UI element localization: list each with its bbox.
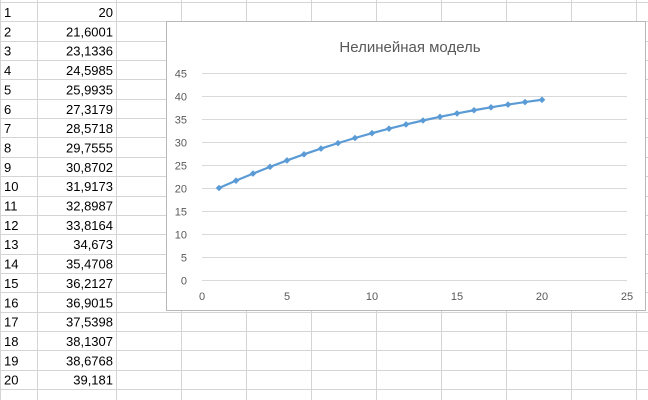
data-point bbox=[419, 117, 427, 124]
cell-value[interactable]: 31,9173 bbox=[66, 179, 113, 194]
row-number: 16 bbox=[4, 295, 18, 310]
cell-value[interactable]: 20 bbox=[99, 5, 113, 20]
cell-value[interactable]: 28,5718 bbox=[66, 121, 113, 136]
row-number: 1 bbox=[4, 5, 11, 20]
row-number: 15 bbox=[4, 276, 18, 291]
cell-value[interactable]: 32,8987 bbox=[66, 199, 113, 214]
row-number: 5 bbox=[4, 82, 11, 97]
chart-title: Нелинейная модель bbox=[339, 39, 480, 56]
row-number: 6 bbox=[4, 102, 11, 117]
data-point bbox=[453, 110, 461, 117]
data-point bbox=[538, 96, 546, 104]
cell-value[interactable]: 36,9015 bbox=[66, 295, 113, 310]
data-point bbox=[470, 106, 478, 114]
y-tick-label: 45 bbox=[175, 69, 187, 81]
x-tick-label: 0 bbox=[199, 291, 205, 303]
x-tick-label: 5 bbox=[284, 291, 290, 303]
row-number: 14 bbox=[4, 257, 18, 272]
cell-value[interactable]: 27,3179 bbox=[66, 102, 113, 117]
y-tick-label: 40 bbox=[175, 92, 187, 104]
row-number: 4 bbox=[4, 63, 11, 78]
row-number: 10 bbox=[4, 179, 18, 194]
cell-value[interactable]: 30,8702 bbox=[66, 160, 113, 175]
row-number: 13 bbox=[4, 237, 18, 252]
cell-value[interactable]: 29,7555 bbox=[66, 141, 113, 156]
cell-value[interactable]: 37,5398 bbox=[66, 315, 113, 330]
row-number: 12 bbox=[4, 218, 18, 233]
y-tick-label: 10 bbox=[175, 230, 187, 242]
cell-value[interactable]: 39,181 bbox=[73, 373, 113, 388]
y-tick-label: 15 bbox=[175, 207, 187, 219]
data-point bbox=[504, 101, 512, 108]
cell-value[interactable]: 24,5985 bbox=[66, 63, 113, 78]
y-tick-label: 30 bbox=[175, 138, 187, 150]
y-tick-label: 20 bbox=[175, 184, 187, 196]
cell-value[interactable]: 23,1336 bbox=[66, 44, 113, 59]
row-number: 8 bbox=[4, 141, 11, 156]
y-tick-label: 0 bbox=[181, 276, 187, 288]
x-tick-label: 10 bbox=[366, 291, 378, 303]
data-point bbox=[317, 145, 325, 152]
data-point bbox=[385, 125, 393, 132]
row-number: 18 bbox=[4, 334, 18, 349]
row-number: 9 bbox=[4, 160, 11, 175]
row-number: 3 bbox=[4, 44, 11, 59]
cell-value[interactable]: 38,6768 bbox=[66, 353, 113, 368]
data-point bbox=[334, 139, 342, 147]
row-number: 7 bbox=[4, 121, 11, 136]
data-point bbox=[283, 157, 291, 164]
row-number: 20 bbox=[4, 373, 18, 388]
data-point bbox=[521, 98, 529, 106]
cell-value[interactable]: 33,8164 bbox=[66, 218, 113, 233]
data-point bbox=[266, 163, 274, 171]
y-tick-label: 25 bbox=[175, 161, 187, 173]
row-number: 19 bbox=[4, 353, 18, 368]
data-point bbox=[249, 170, 257, 177]
row-number: 2 bbox=[4, 24, 11, 39]
cell-value[interactable]: 34,673 bbox=[73, 237, 113, 252]
data-point bbox=[402, 121, 410, 128]
scatter-chart: Нелинейная модель 0 5 10 15 20 25 30 35 40 45 0 5 10… bbox=[175, 39, 633, 303]
series-line bbox=[218, 98, 543, 190]
data-point bbox=[368, 129, 376, 137]
cell-value[interactable]: 21,6001 bbox=[66, 24, 113, 39]
cell-value[interactable]: 35,4708 bbox=[66, 257, 113, 272]
data-point bbox=[232, 177, 240, 184]
cell-value[interactable]: 25,9935 bbox=[66, 82, 113, 97]
x-tick-label: 15 bbox=[451, 291, 463, 303]
row-number: 17 bbox=[4, 315, 18, 330]
data-point bbox=[300, 151, 308, 158]
x-tick-label: 20 bbox=[536, 291, 548, 303]
cell-value[interactable]: 38,1307 bbox=[66, 334, 113, 349]
y-tick-label: 5 bbox=[181, 253, 187, 265]
y-tick-label: 35 bbox=[175, 115, 187, 127]
data-point bbox=[215, 184, 223, 192]
row-number: 11 bbox=[4, 199, 18, 214]
data-point bbox=[351, 134, 359, 142]
x-tick-label: 25 bbox=[621, 291, 633, 303]
data-point bbox=[487, 104, 495, 111]
data-point bbox=[436, 113, 444, 121]
chart-container[interactable]: Нелинейная модель 0 5 10 15 20 25 30 35 40 45 0 5 10… bbox=[166, 21, 646, 311]
cell-value[interactable]: 36,2127 bbox=[66, 276, 113, 291]
